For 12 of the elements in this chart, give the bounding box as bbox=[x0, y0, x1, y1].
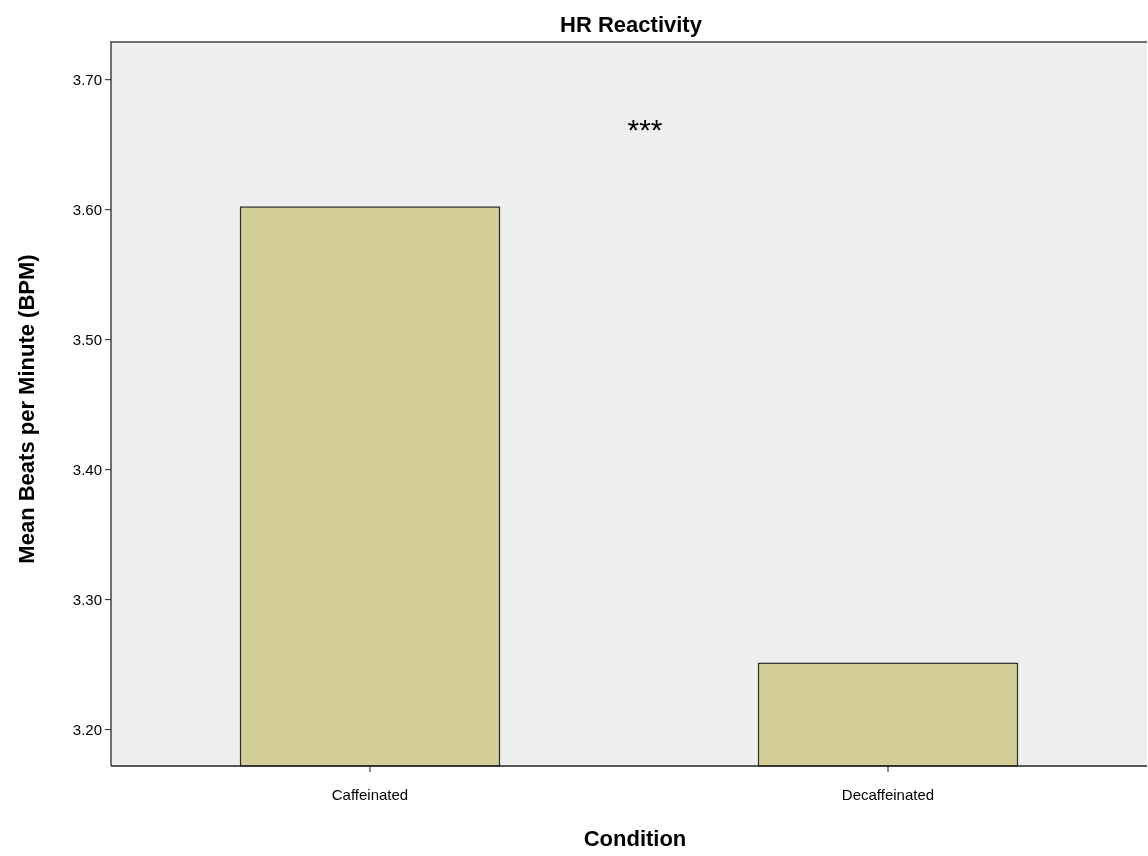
y-tick-label: 3.70 bbox=[72, 70, 102, 88]
x-tick-label: Decaffeinated bbox=[841, 786, 935, 803]
chart-title: HR Reactivity bbox=[560, 12, 703, 37]
y-axis-title: Mean Beats per Minute (BPM) bbox=[14, 254, 39, 564]
y-tick-label: 3.50 bbox=[72, 330, 102, 348]
y-tick-label: 3.30 bbox=[72, 590, 102, 608]
y-tick-label: 3.40 bbox=[72, 460, 102, 478]
y-tick-label: 3.20 bbox=[72, 720, 102, 738]
x-axis-title: Condition bbox=[583, 826, 687, 851]
y-tick-label: 3.60 bbox=[72, 200, 102, 218]
x-tick-label: Caffeinated bbox=[331, 786, 409, 803]
annotation: *** bbox=[627, 113, 663, 146]
